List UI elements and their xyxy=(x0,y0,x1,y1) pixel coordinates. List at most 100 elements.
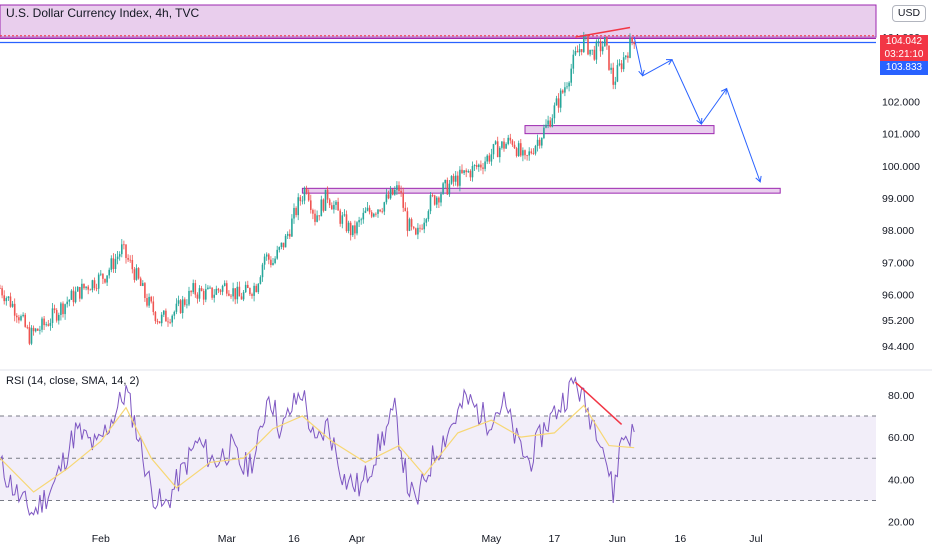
candle-body xyxy=(559,90,562,108)
candle-body xyxy=(620,63,623,70)
candle-body xyxy=(200,288,203,291)
candle-body xyxy=(30,327,33,344)
candle-body xyxy=(100,273,102,275)
candle-body xyxy=(310,200,312,210)
candle-body xyxy=(79,287,81,299)
candle-body xyxy=(129,259,131,261)
candle-body xyxy=(177,300,180,304)
candle-body xyxy=(505,143,507,149)
candle-body xyxy=(259,277,262,284)
candle-body xyxy=(139,278,142,286)
rsi-tick-label: 80.00 xyxy=(888,390,914,402)
candle-body xyxy=(303,188,306,201)
candle-body xyxy=(335,201,337,205)
time-tick-label: Jun xyxy=(609,533,626,545)
candle-body xyxy=(249,288,251,295)
candle-body xyxy=(81,283,83,299)
candle-body xyxy=(76,287,79,292)
candle-body xyxy=(26,326,29,328)
candle-body xyxy=(1,288,3,296)
candle-body xyxy=(188,290,190,305)
candle-body xyxy=(520,143,522,156)
candle-body xyxy=(102,273,104,279)
candle-body xyxy=(448,183,451,195)
candle-body xyxy=(385,194,388,203)
candle-body xyxy=(366,207,369,211)
candle-body xyxy=(412,226,415,229)
candle-body xyxy=(599,41,602,52)
candle-body xyxy=(625,55,627,58)
candle-body xyxy=(198,288,201,299)
candle-body xyxy=(425,219,428,223)
candle-body xyxy=(322,199,325,211)
candle-body xyxy=(597,41,600,42)
price-tick-label: 96.000 xyxy=(882,289,914,301)
candle-body xyxy=(328,199,331,206)
candle-body xyxy=(320,199,323,217)
price-tick-label: 95.200 xyxy=(882,315,914,327)
candle-body xyxy=(34,328,37,332)
candle-body xyxy=(192,283,194,293)
candle-body xyxy=(465,170,467,173)
candle-body xyxy=(299,197,302,202)
candle-body xyxy=(400,190,402,193)
countdown-tag: 03:21:10 xyxy=(880,48,928,62)
candle-body xyxy=(562,90,564,93)
candle-body xyxy=(509,137,512,141)
candle-body xyxy=(318,215,320,217)
candle-body xyxy=(534,145,537,154)
candle-body xyxy=(68,299,71,302)
candle-body xyxy=(316,215,318,222)
candle-body xyxy=(349,222,352,236)
candle-body xyxy=(442,183,444,195)
candle-body xyxy=(436,197,438,205)
candle-body xyxy=(221,285,224,292)
price-tick-label: 100.000 xyxy=(882,161,920,173)
candle-body xyxy=(0,288,1,289)
price-tick-label: 101.000 xyxy=(882,129,920,141)
candle-body xyxy=(274,258,276,263)
candle-body xyxy=(64,304,66,315)
price-tick-label: 97.000 xyxy=(882,257,914,269)
candle-body xyxy=(473,164,476,166)
candle-body xyxy=(150,296,152,302)
candle-body xyxy=(127,257,129,260)
candle-body xyxy=(494,141,497,145)
symbol-title: U.S. Dollar Currency Index, 4h, TVC xyxy=(6,6,200,20)
candle-body xyxy=(114,259,117,270)
candle-body xyxy=(66,301,68,305)
candle-body xyxy=(11,303,14,307)
projection-segment xyxy=(671,59,702,125)
currency-button[interactable]: USD xyxy=(892,5,926,22)
candle-body xyxy=(360,219,362,221)
projection-segment xyxy=(700,88,728,125)
candle-body xyxy=(43,318,45,326)
candle-body xyxy=(108,269,110,276)
candle-body xyxy=(446,179,449,195)
candle-body xyxy=(51,308,54,323)
candle-body xyxy=(370,212,373,217)
candle-body xyxy=(184,299,186,305)
price-candles xyxy=(0,26,635,346)
candle-body xyxy=(104,278,106,283)
rsi-line xyxy=(0,376,635,516)
candle-body xyxy=(368,207,371,213)
candle-body xyxy=(375,213,377,215)
candle-body xyxy=(480,164,482,168)
candle-body xyxy=(343,214,346,216)
candle-body xyxy=(175,303,178,312)
candle-body xyxy=(522,150,524,156)
candle-body xyxy=(236,286,239,300)
candle-body xyxy=(179,300,182,314)
candle-body xyxy=(354,225,356,234)
candle-body xyxy=(47,324,50,326)
candle-body xyxy=(457,175,459,186)
candle-body xyxy=(595,41,598,60)
candle-body xyxy=(450,176,453,184)
projection-arrowhead xyxy=(755,175,762,183)
candle-body xyxy=(568,82,570,87)
candle-body xyxy=(629,38,631,58)
candle-body xyxy=(28,327,31,344)
candle-body xyxy=(24,314,26,327)
